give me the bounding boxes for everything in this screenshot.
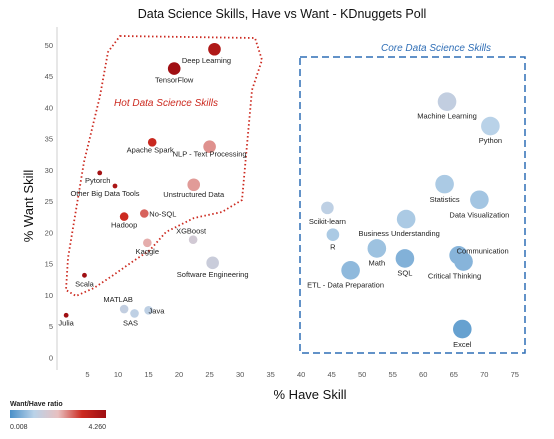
core-skills-box bbox=[299, 56, 526, 354]
point-label-nlp-text-processing: NLP - Text Processing bbox=[173, 150, 247, 159]
y-axis-title: % Want Skill bbox=[21, 170, 36, 243]
point-label-python: Python bbox=[479, 136, 502, 145]
y-tick-label: 35 bbox=[45, 135, 53, 144]
hot-skills-outline bbox=[65, 35, 263, 297]
x-tick-label: 20 bbox=[175, 370, 183, 379]
point-pytorch bbox=[97, 170, 103, 176]
point-label-matlab: MATLAB bbox=[103, 295, 132, 304]
point-label-scikit-learn: Scikit-learn bbox=[309, 217, 346, 226]
point-label-no-sql: No-SQL bbox=[149, 209, 176, 218]
x-tick-label: 65 bbox=[450, 370, 458, 379]
x-axis-title: % Have Skill bbox=[274, 387, 347, 402]
point-label-data-visualization: Data Visualization bbox=[449, 211, 509, 220]
point-julia bbox=[63, 312, 69, 318]
y-tick-label: 0 bbox=[49, 353, 53, 362]
x-tick-label: 70 bbox=[480, 370, 488, 379]
y-tick-label: 45 bbox=[45, 72, 53, 81]
x-tick-label: 60 bbox=[419, 370, 427, 379]
point-label-julia: Julia bbox=[58, 318, 74, 327]
point-sql bbox=[395, 249, 415, 268]
point-machine-learning bbox=[437, 92, 457, 111]
y-tick-label: 15 bbox=[45, 260, 53, 269]
y-tick-label: 20 bbox=[45, 228, 53, 237]
x-tick-label: 5 bbox=[85, 370, 89, 379]
y-tick-label: 25 bbox=[45, 197, 53, 206]
point-label-math: Math bbox=[369, 258, 386, 267]
x-tick-label: 75 bbox=[511, 370, 519, 379]
hot-skills-label: Hot Data Science Skills bbox=[114, 98, 218, 109]
point-label-other-big-data-tools: Other Big Data Tools bbox=[70, 189, 139, 198]
point-label-etl-data-preparation: ETL - Data Preparation bbox=[307, 280, 384, 289]
y-tick-label: 10 bbox=[45, 291, 53, 300]
point-unstructured-data bbox=[187, 178, 201, 192]
color-legend: Want/Have ratio 0.008 4.260 bbox=[10, 401, 106, 431]
point-python bbox=[481, 116, 500, 136]
x-tick-label: 25 bbox=[205, 370, 213, 379]
x-tick-label: 30 bbox=[236, 370, 244, 379]
x-tick-label: 50 bbox=[358, 370, 366, 379]
point-label-software-engineering: Software Engineering bbox=[177, 270, 249, 279]
x-tick-label: 55 bbox=[389, 370, 397, 379]
point-kaggle bbox=[143, 238, 152, 248]
point-nlp-text-processing bbox=[203, 140, 216, 153]
point-label-xgboost: XGBoost bbox=[176, 227, 207, 236]
point-label-sas: SAS bbox=[123, 318, 138, 327]
point-data-visualization bbox=[470, 190, 489, 210]
point-label-pytorch: Pytorch bbox=[85, 176, 110, 185]
point-no-sql bbox=[139, 209, 149, 218]
point-label-r: R bbox=[330, 243, 336, 252]
legend-min: 0.008 bbox=[10, 424, 28, 431]
point-etl-data-preparation bbox=[341, 261, 360, 280]
point-matlab bbox=[119, 304, 129, 314]
point-label-deep-learning: Deep Learning bbox=[182, 56, 231, 65]
point-other-big-data-tools bbox=[112, 183, 118, 189]
point-label-communication: Communication bbox=[457, 246, 509, 255]
legend-max: 4.260 bbox=[88, 424, 106, 431]
y-tick-label: 30 bbox=[45, 166, 53, 175]
point-label-business-understanding: Business Understanding bbox=[358, 229, 439, 238]
plot-area: 0 5 10 15 20 25 30 35 40 45 50 5 10 15 20 25 30 35 40 45 50 5… bbox=[45, 27, 526, 379]
x-tick-label: 40 bbox=[297, 370, 305, 379]
point-label-apache-spark: Apache Spark bbox=[127, 145, 174, 154]
point-critical-thinking bbox=[454, 252, 473, 271]
y-tick-label: 50 bbox=[45, 41, 53, 50]
point-java bbox=[144, 305, 153, 315]
point-scala bbox=[82, 272, 87, 278]
point-tensorflow bbox=[167, 62, 181, 75]
point-statistics bbox=[435, 174, 454, 194]
point-deep-learning bbox=[208, 42, 221, 56]
y-tick-label: 5 bbox=[49, 322, 53, 331]
point-apache-spark bbox=[147, 137, 157, 147]
point-label-sql: SQL bbox=[397, 268, 412, 277]
legend-title: Want/Have ratio bbox=[10, 401, 63, 408]
point-xgboost bbox=[188, 235, 198, 245]
y-tick-label: 40 bbox=[45, 103, 53, 112]
point-hadoop bbox=[119, 212, 129, 221]
point-software-engineering bbox=[206, 256, 219, 270]
point-excel bbox=[452, 319, 472, 339]
legend-gradient-bar bbox=[10, 410, 106, 418]
core-skills-label: Core Data Science Skills bbox=[381, 43, 491, 54]
point-scikit-learn bbox=[321, 201, 334, 215]
point-label-unstructured-data: Unstructured Data bbox=[163, 190, 225, 199]
point-business-understanding bbox=[396, 209, 416, 229]
point-sas bbox=[130, 309, 139, 318]
chart-title: Data Science Skills, Have vs Want - KDnu… bbox=[138, 7, 427, 21]
point-label-excel: Excel bbox=[453, 340, 472, 349]
point-label-java: Java bbox=[149, 306, 166, 315]
point-label-statistics: Statistics bbox=[430, 195, 460, 204]
point-label-critical-thinking: Critical Thinking bbox=[428, 272, 481, 281]
x-tick-label: 15 bbox=[144, 370, 152, 379]
x-tick-label: 10 bbox=[114, 370, 122, 379]
point-label-hadoop: Hadoop bbox=[111, 221, 137, 230]
point-label-kaggle: Kaggle bbox=[136, 247, 159, 256]
point-label-tensorflow: TensorFlow bbox=[155, 76, 194, 85]
point-label-scala: Scala bbox=[75, 279, 95, 288]
x-tick-label: 45 bbox=[328, 370, 336, 379]
x-tick-label: 35 bbox=[266, 370, 274, 379]
point-math bbox=[367, 239, 387, 258]
point-label-machine-learning: Machine Learning bbox=[417, 112, 477, 121]
point-r bbox=[326, 228, 340, 242]
